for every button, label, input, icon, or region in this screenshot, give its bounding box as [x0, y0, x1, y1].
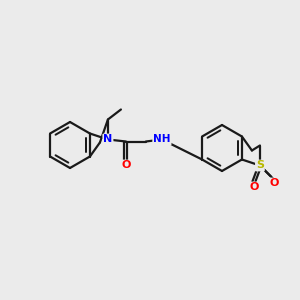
Text: S: S [256, 160, 264, 170]
Text: NH: NH [153, 134, 171, 145]
Text: O: O [249, 182, 259, 193]
Text: O: O [269, 178, 279, 188]
Text: O: O [121, 160, 130, 170]
Text: N: N [103, 134, 112, 145]
